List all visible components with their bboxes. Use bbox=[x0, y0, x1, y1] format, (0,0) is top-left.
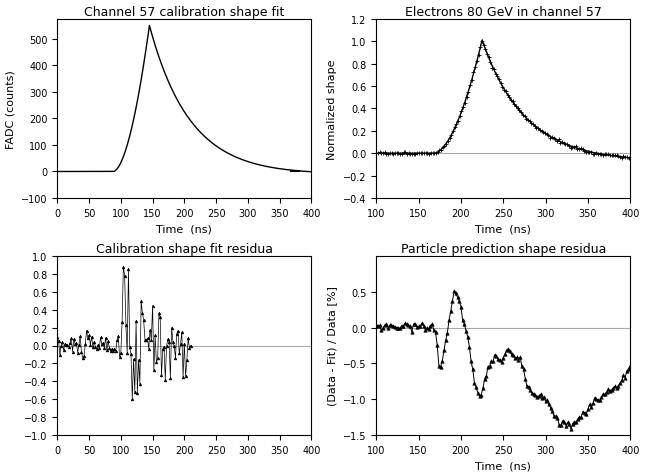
Y-axis label: Normalized shape: Normalized shape bbox=[328, 59, 337, 159]
X-axis label: Time  (ns): Time (ns) bbox=[156, 224, 212, 234]
Title: Calibration shape fit residua: Calibration shape fit residua bbox=[96, 242, 273, 255]
Y-axis label: (Data - Fit) / Data [%]: (Data - Fit) / Data [%] bbox=[328, 286, 337, 406]
Title: Channel 57 calibration shape fit: Channel 57 calibration shape fit bbox=[84, 6, 284, 19]
X-axis label: Time  (ns): Time (ns) bbox=[475, 224, 531, 234]
Title: Particle prediction shape residua: Particle prediction shape residua bbox=[401, 242, 606, 255]
Y-axis label: FADC (counts): FADC (counts) bbox=[6, 70, 15, 149]
X-axis label: Time  (ns): Time (ns) bbox=[475, 460, 531, 470]
Title: Electrons 80 GeV in channel 57: Electrons 80 GeV in channel 57 bbox=[405, 6, 602, 19]
